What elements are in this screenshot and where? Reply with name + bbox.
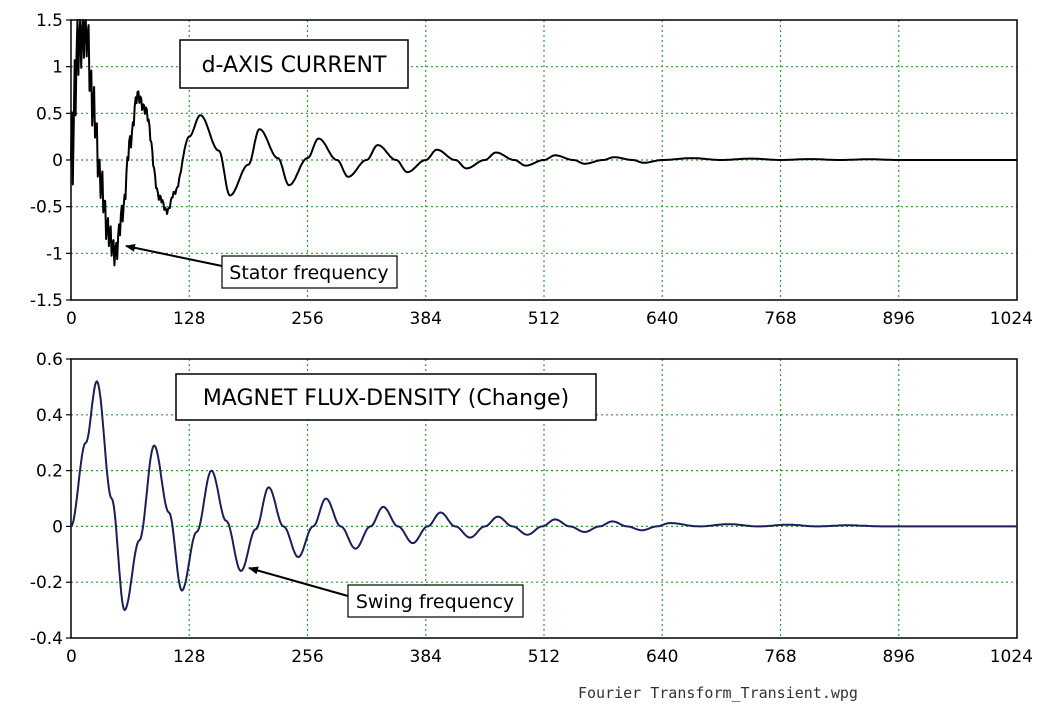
x-tick-label: 128 <box>173 647 205 667</box>
x-tick-label: 256 <box>291 647 323 667</box>
y-tick-label: -0.4 <box>30 629 63 649</box>
x-tick-label: 640 <box>646 647 678 667</box>
x-tick-label: 512 <box>528 309 560 329</box>
annotation-label: Stator frequency <box>229 262 388 284</box>
x-tick-label: 128 <box>173 309 205 329</box>
y-tick-label: 0.4 <box>36 406 63 426</box>
y-tick-label: 0.6 <box>36 350 63 370</box>
axis-ticks: 0 128 256 384 512 640 768 896 1024 1.5 1 0.5 0 -0.5 -1… <box>30 11 1033 329</box>
annotation-label: Swing frequency <box>356 591 514 613</box>
x-tick-label: 896 <box>883 647 915 667</box>
x-tick-label: 384 <box>410 309 442 329</box>
x-tick-label: 0 <box>66 309 77 329</box>
annotation-arrow <box>248 566 349 597</box>
x-tick-label: 1024 <box>990 309 1033 329</box>
x-tick-label: 640 <box>646 309 678 329</box>
x-tick-label: 384 <box>410 647 442 667</box>
x-tick-label: 896 <box>883 309 915 329</box>
axis-ticks: 0 128 256 384 512 640 768 896 1024 0.6 0.4 0.2 0 -0.2… <box>30 350 1033 667</box>
magnet-flux-density-chart: 0 128 256 384 512 640 768 896 1024 0.6 0.4 0.2 0 -0.2… <box>30 350 1033 667</box>
stator-frequency-annotation: Stator frequency <box>125 243 398 289</box>
x-tick-label: 512 <box>528 647 560 667</box>
y-tick-label: -1 <box>46 244 63 264</box>
annotation-arrow <box>125 243 223 267</box>
y-tick-label: -0.5 <box>30 198 63 218</box>
series-line <box>70 19 1018 267</box>
d-axis-current-chart: 0 128 256 384 512 640 768 896 1024 1.5 1 0.5 0 -0.5 -1… <box>30 11 1033 329</box>
chart-title: MAGNET FLUX-DENSITY (Change) <box>203 386 569 411</box>
series-line <box>70 380 1017 612</box>
x-tick-label: 0 <box>66 647 77 667</box>
x-tick-label: 1024 <box>990 647 1033 667</box>
title-box: d-AXIS CURRENT <box>179 39 409 89</box>
y-tick-label: 0 <box>52 517 63 537</box>
y-tick-label: -0.2 <box>30 573 63 593</box>
plot-frame <box>70 358 1018 639</box>
footer-filename: Fourier Transform_Transient.wpg <box>578 684 858 702</box>
y-tick-label: 0 <box>52 151 63 171</box>
x-tick-label: 256 <box>291 309 323 329</box>
x-tick-label: 768 <box>764 309 796 329</box>
title-box: MAGNET FLUX-DENSITY (Change) <box>175 373 597 421</box>
y-tick-label: 1 <box>52 58 63 78</box>
y-tick-label: 0.5 <box>36 104 63 124</box>
y-tick-label: -1.5 <box>30 291 63 311</box>
x-tick-label: 768 <box>764 647 796 667</box>
y-tick-label: 0.2 <box>36 462 63 482</box>
chart-title: d-AXIS CURRENT <box>202 53 387 78</box>
y-tick-label: 1.5 <box>36 11 63 31</box>
swing-frequency-annotation: Swing frequency <box>248 566 524 618</box>
